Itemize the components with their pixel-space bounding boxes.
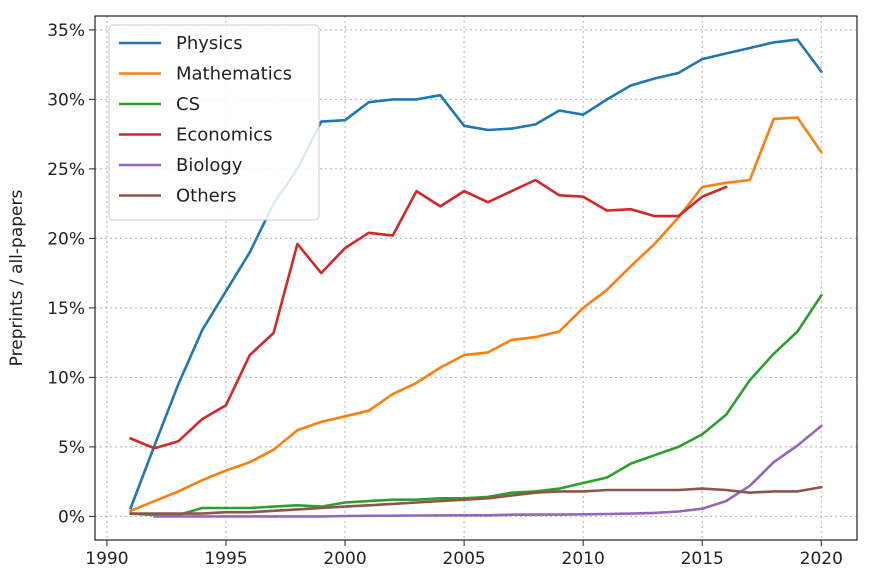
series-line-mathematics (129, 116, 824, 513)
legend-label-others: Others (176, 186, 237, 207)
legend-label-economics: Economics (176, 125, 273, 146)
x-tick-label: 2000 (323, 549, 366, 569)
y-axis: 0% 5% 10% 15% 20% 25% 30% 35% (47, 21, 95, 527)
series-line-others (129, 485, 823, 515)
legend-label-physics: Physics (176, 33, 243, 54)
x-tick-label: 2005 (442, 549, 485, 569)
legend: Physics Mathematics CS Economics Biology Othe… (108, 24, 320, 221)
y-axis-label: Preprints / all-papers (7, 190, 27, 367)
x-axis: 1990 1995 2000 2005 2010 2015 2020 (85, 540, 843, 569)
y-tick-label: 30% (47, 90, 85, 110)
series-lines (129, 38, 824, 518)
series-line-physics (129, 38, 824, 510)
series-line-cs (129, 293, 824, 517)
y-tick-label: 15% (47, 299, 85, 319)
y-tick-label: 10% (47, 368, 85, 388)
legend-label-biology: Biology (176, 155, 243, 176)
legend-label-mathematics: Mathematics (176, 64, 292, 85)
series-line-biology (153, 424, 824, 518)
x-tick-label: 2015 (681, 549, 724, 569)
y-tick-label: 25% (47, 160, 85, 180)
x-tick-label: 1990 (85, 549, 128, 569)
legend-label-cs: CS (176, 94, 200, 115)
legend-box (108, 24, 320, 221)
y-tick-label: 20% (47, 229, 85, 249)
y-tick-label: 5% (58, 438, 85, 458)
y-tick-label: 0% (58, 507, 85, 527)
x-tick-label: 2020 (800, 549, 843, 569)
series-line-economics (129, 178, 728, 450)
plot-area-frame (94, 15, 858, 541)
y-tick-label: 35% (47, 21, 85, 41)
x-tick-label: 2010 (562, 549, 605, 569)
x-tick-label: 1995 (204, 549, 247, 569)
